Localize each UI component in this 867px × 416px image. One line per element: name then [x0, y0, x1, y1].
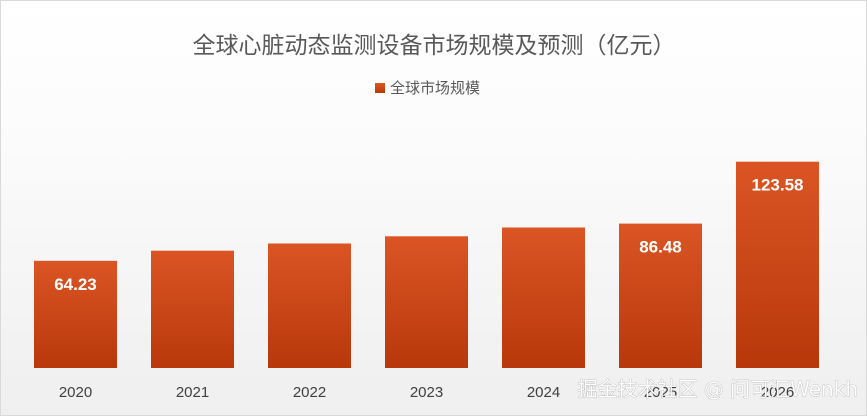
x-tick-2022: 2022: [293, 384, 326, 401]
legend: 全球市场规模: [375, 79, 480, 97]
bar-2024: [502, 227, 585, 368]
data-label-2026: 123.58: [752, 176, 804, 195]
value-labels-layer: 64.23 86.48 123.58: [54, 176, 803, 294]
bar-2021: [151, 250, 234, 368]
data-label-2020: 64.23: [54, 275, 97, 294]
bar-2023: [385, 236, 468, 368]
x-tick-2024: 2024: [527, 384, 560, 401]
data-label-2025: 86.48: [639, 238, 682, 257]
x-axis-ticks: 2020 2021 2022 2023 2024 2025 2026: [59, 384, 794, 401]
watermark: 掘金技术社区 @ 问可汇Wenkh: [577, 377, 858, 401]
bar-2022: [268, 243, 351, 368]
bar-2025: [619, 223, 702, 368]
x-tick-2021: 2021: [176, 384, 209, 401]
x-tick-2023: 2023: [410, 384, 443, 401]
x-tick-2026: 2026: [761, 384, 794, 401]
bar-2020: [34, 260, 117, 368]
legend-label: 全球市场规模: [390, 79, 480, 97]
x-tick-2025: 2025: [644, 384, 677, 401]
legend-swatch: [375, 83, 385, 93]
bar-2026: [736, 161, 819, 368]
x-tick-2020: 2020: [59, 384, 92, 401]
bars-layer: [34, 161, 819, 368]
chart-title: 全球心脏动态监测设备市场规模及预测（亿元）: [193, 33, 676, 59]
